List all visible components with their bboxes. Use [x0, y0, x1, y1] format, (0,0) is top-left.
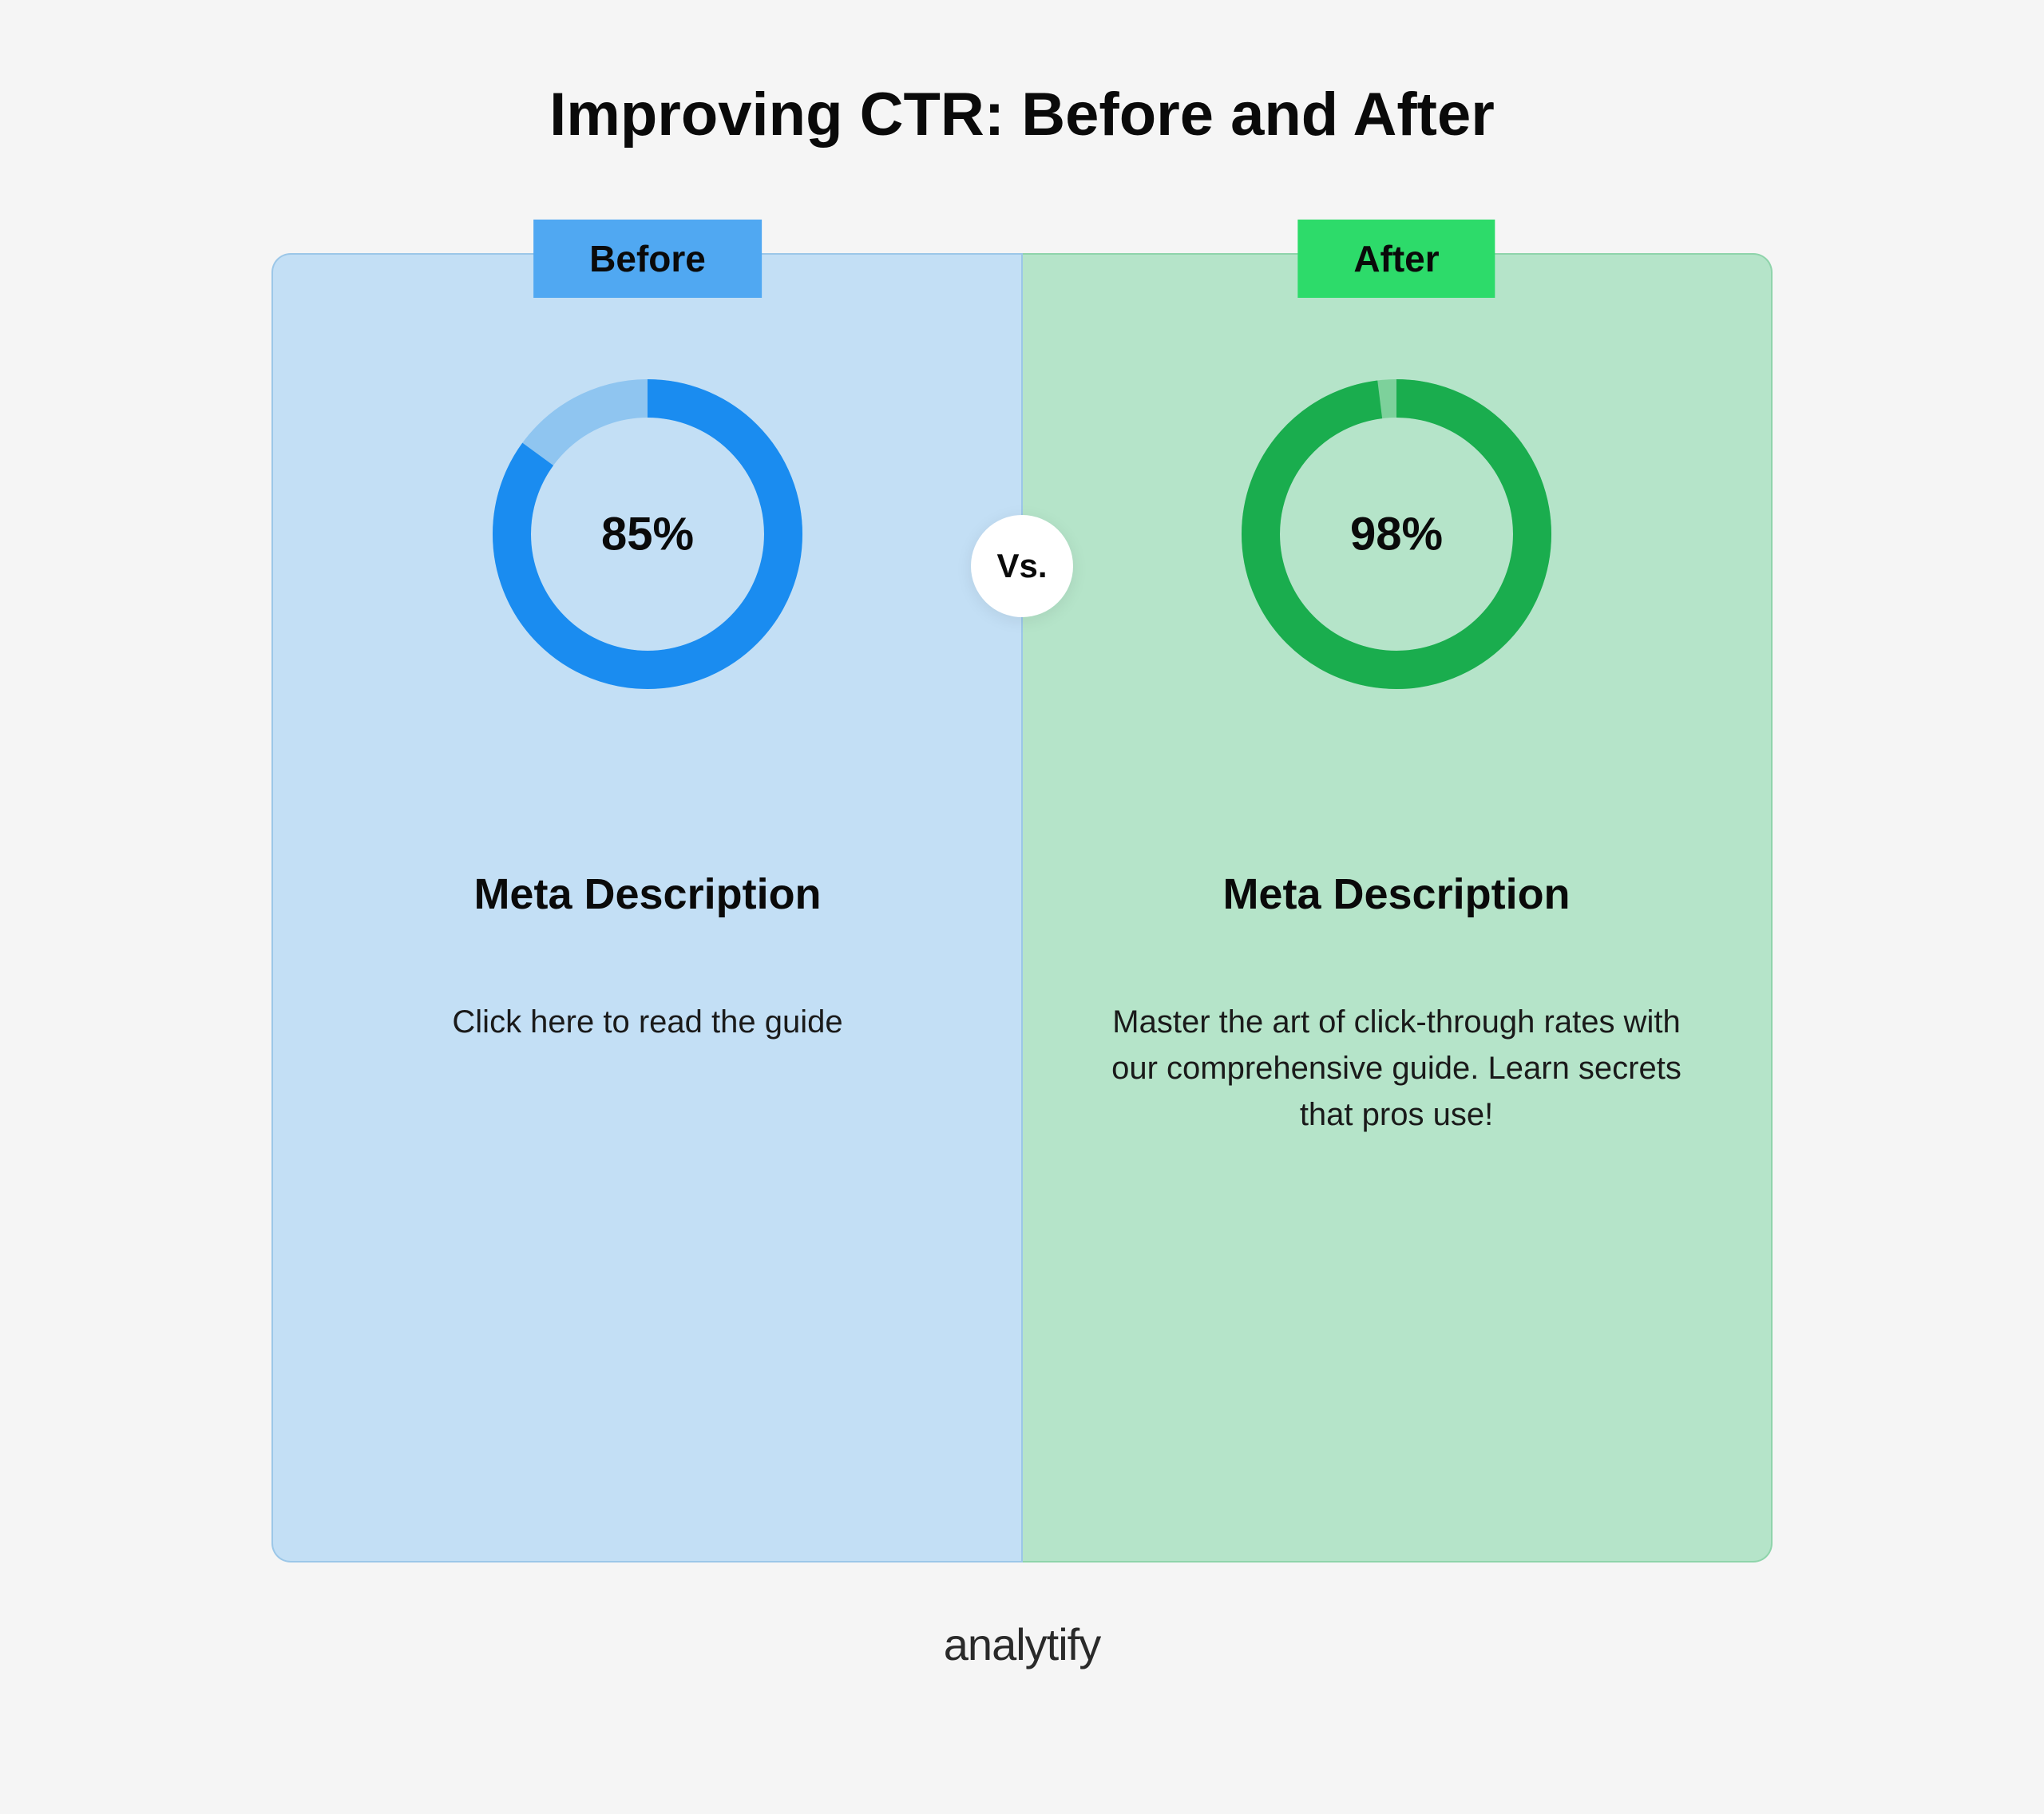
after-text: Master the art of click-through rates wi… — [1101, 999, 1692, 1138]
after-panel: After 98% Meta Description Master the ar… — [1022, 253, 1773, 1562]
after-heading: Meta Description — [1222, 869, 1570, 919]
before-donut-chart: 85% — [488, 374, 807, 694]
before-text: Click here to read the guide — [452, 999, 842, 1045]
comparison-container: Before 85% Meta Description Click here t… — [271, 253, 1773, 1562]
divider — [1021, 253, 1023, 1562]
before-label: Before — [533, 220, 762, 298]
before-heading: Meta Description — [473, 869, 821, 919]
after-donut-value: 98% — [1350, 508, 1443, 561]
after-label: After — [1297, 220, 1495, 298]
after-donut-chart: 98% — [1237, 374, 1556, 694]
before-donut-value: 85% — [601, 508, 694, 561]
brand-logo: analytify — [944, 1618, 1100, 1670]
page-title: Improving CTR: Before and After — [549, 80, 1495, 149]
vs-badge: Vs. — [971, 515, 1073, 617]
before-panel: Before 85% Meta Description Click here t… — [271, 253, 1022, 1562]
